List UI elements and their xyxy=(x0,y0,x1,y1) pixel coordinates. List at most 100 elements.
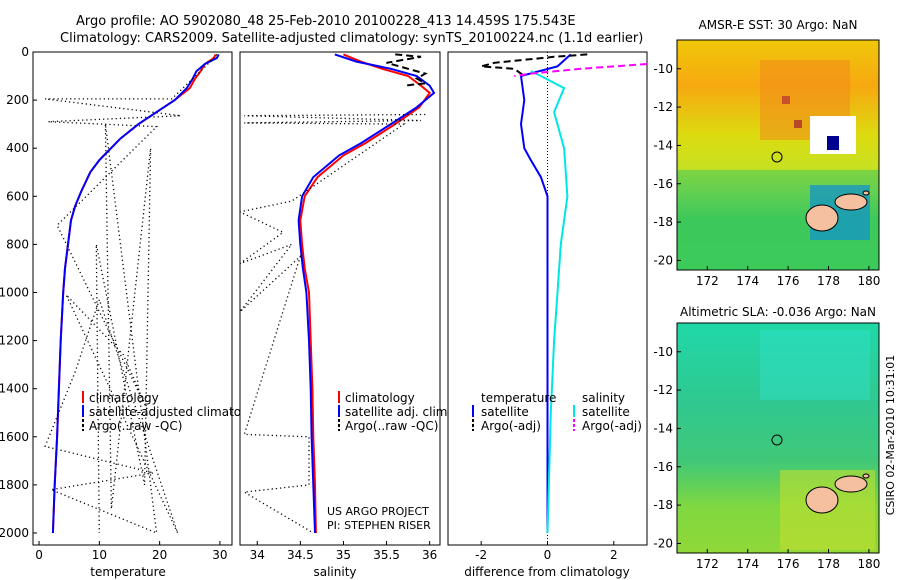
y-tick-label: 1200 xyxy=(0,334,29,348)
map-y-tick-label: -14 xyxy=(653,421,673,435)
difference-panel: -2 0 2 difference from climatology tempera… xyxy=(447,51,648,579)
y-tick-label: 0 xyxy=(21,45,29,59)
map-x-tick-label: 176 xyxy=(777,557,800,571)
series-temperature-argo-adj xyxy=(480,53,588,77)
map-y-tick-label: -16 xyxy=(653,460,673,474)
salinity-xlabel: salinity xyxy=(313,565,356,579)
series-argo-raw-qc-dashed xyxy=(386,53,429,87)
y-tick-label: 800 xyxy=(6,237,29,251)
map-y-tick-label: -12 xyxy=(653,383,673,397)
temperature-legend: climatology satellite-adjusted climatolo… xyxy=(82,391,267,433)
y-tick-label: 2000 xyxy=(0,526,29,540)
map-y-tick-label: -10 xyxy=(653,345,673,359)
x-tick-label: 34.5 xyxy=(287,548,314,562)
y-tick-label: 400 xyxy=(6,141,29,155)
series-argo-raw-qc xyxy=(240,113,426,534)
legend-label-argo: Argo(..raw -QC) xyxy=(89,419,182,433)
map-y-tick-label: -20 xyxy=(653,536,673,550)
fiji-islet xyxy=(862,190,870,196)
map-x-tick-label: 178 xyxy=(817,557,840,571)
legend-label-climatology: climatology xyxy=(345,391,415,405)
salinity-panel: 34 34.5 35 35.5 36 salinity climatology sate… xyxy=(239,51,451,579)
salinity-legend: climatology satellite adj. clim. Argo(..… xyxy=(338,391,451,433)
fiji-island xyxy=(834,475,868,493)
x-tick-label: 30 xyxy=(212,548,227,562)
sst-map-frame xyxy=(676,39,880,271)
sst-map-title: AMSR-E SST: 30 Argo: NaN xyxy=(699,18,858,32)
figure-title-line2: Climatology: CARS2009. Satellite-adjuste… xyxy=(60,31,643,46)
x-tick-label: 0 xyxy=(35,548,43,562)
legend-label-temp-satellite: satellite xyxy=(481,405,529,419)
argo-float-marker xyxy=(771,151,783,163)
legend-label-argo: Argo(..raw -QC) xyxy=(345,419,438,433)
x-tick-label: 2 xyxy=(610,548,618,562)
figure-title-line1: Argo profile: AO 5902080_48 25-Feb-2010 … xyxy=(76,14,576,29)
map-x-tick-label: 172 xyxy=(696,557,719,571)
fiji-island xyxy=(805,204,839,232)
map-x-tick-label: 172 xyxy=(696,274,719,288)
sst-hot-cell xyxy=(782,96,790,104)
difference-legend: temperature salinity satellite Argo(-adj… xyxy=(472,391,642,433)
x-tick-label: 36 xyxy=(422,548,437,562)
x-tick-label: 0 xyxy=(544,548,552,562)
temperature-xlabel: temperature xyxy=(90,565,165,579)
map-x-tick-label: 176 xyxy=(777,274,800,288)
map-x-tick-label: 180 xyxy=(857,557,880,571)
sst-cold-cell xyxy=(827,136,839,150)
legend-label-satellite-adj: satellite adj. clim. xyxy=(345,405,451,419)
fiji-island xyxy=(834,193,868,211)
fiji-islet xyxy=(862,473,870,479)
sla-map-frame xyxy=(676,322,880,554)
x-tick-label: 34 xyxy=(250,548,265,562)
legend-label-satellite-adjusted: satellite-adjusted climatology xyxy=(89,405,267,419)
x-tick-label: 35.5 xyxy=(373,548,400,562)
map-y-tick-label: -12 xyxy=(653,100,673,114)
depth-tick-labels: 0 200 400 600 800 1000 1200 1400 1600 1800 2000 xyxy=(0,45,37,540)
temperature-tick-labels: 0 10 20 30 xyxy=(35,541,228,562)
map-y-tick-label: -14 xyxy=(653,138,673,152)
legend-header-temperature: temperature xyxy=(481,391,556,405)
x-tick-label: 20 xyxy=(152,548,167,562)
sst-hot-cell xyxy=(794,120,802,128)
difference-tick-labels: -2 0 2 xyxy=(475,541,618,562)
map-y-tick-label: -20 xyxy=(653,253,673,267)
map-y-tick-label: -16 xyxy=(653,177,673,191)
x-tick-label: 35 xyxy=(336,548,351,562)
map-x-tick-label: 174 xyxy=(736,274,759,288)
sst-map-panel: AMSR-E SST: 30 Argo: NaN 172 174 176 178 180… xyxy=(653,18,880,288)
map-x-tick-label: 174 xyxy=(736,557,759,571)
temperature-panel: 0 200 400 600 800 1000 1200 1400 1600 1800 2000 0 1… xyxy=(0,45,267,579)
series-climatology xyxy=(299,53,432,534)
map-y-tick-label: -18 xyxy=(653,215,673,229)
series-satellite-adj-clim xyxy=(297,53,436,534)
credit-pi: PI: STEPHEN RISER xyxy=(327,519,431,532)
series-salinity-satellite xyxy=(530,70,569,534)
series-satellite-adjusted-climatology xyxy=(51,53,220,534)
y-tick-label: 1400 xyxy=(0,382,29,396)
y-tick-label: 1000 xyxy=(0,285,29,299)
x-tick-label: -2 xyxy=(475,548,487,562)
credit-project: US ARGO PROJECT xyxy=(327,505,429,518)
salinity-axes-frame xyxy=(239,51,441,546)
sla-map-title: Altimetric SLA: -0.036 Argo: NaN xyxy=(680,305,876,319)
map-y-tick-label: -10 xyxy=(653,62,673,76)
x-tick-label: 10 xyxy=(92,548,107,562)
map-y-tick-label: -18 xyxy=(653,498,673,512)
legend-label-sal-argo: Argo(-adj) xyxy=(582,419,642,433)
legend-label-temp-argo: Argo(-adj) xyxy=(481,419,541,433)
difference-xlabel: difference from climatology xyxy=(464,565,630,579)
y-tick-label: 600 xyxy=(6,189,29,203)
side-stamp: CSIRO 02-Mar-2010 10:31:01 xyxy=(884,355,897,516)
argo-float-marker xyxy=(771,434,783,446)
map-x-tick-label: 180 xyxy=(857,274,880,288)
fiji-island xyxy=(805,486,839,514)
y-tick-label: 1800 xyxy=(0,478,29,492)
temperature-axes-frame xyxy=(32,51,233,546)
salinity-tick-labels: 34 34.5 35 35.5 36 xyxy=(250,541,437,562)
legend-header-salinity: salinity xyxy=(582,391,625,405)
series-argo-raw-qc xyxy=(44,53,218,535)
y-tick-label: 1600 xyxy=(0,430,29,444)
map-x-tick-label: 178 xyxy=(817,274,840,288)
sla-cyan-patch xyxy=(760,330,870,400)
